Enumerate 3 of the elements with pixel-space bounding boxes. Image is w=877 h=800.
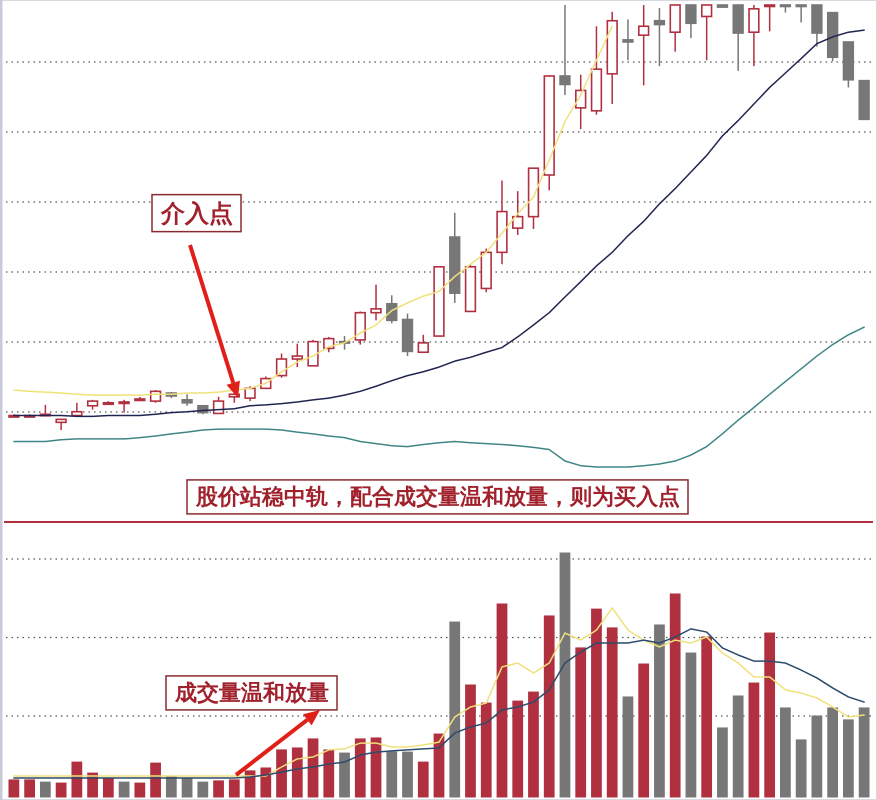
annotation: 介入点: [160, 198, 233, 228]
annotation: 成交量温和放量: [174, 680, 329, 706]
text: 股价站稳中轨，配合成交量温和放量，则为买入点: [195, 484, 680, 510]
